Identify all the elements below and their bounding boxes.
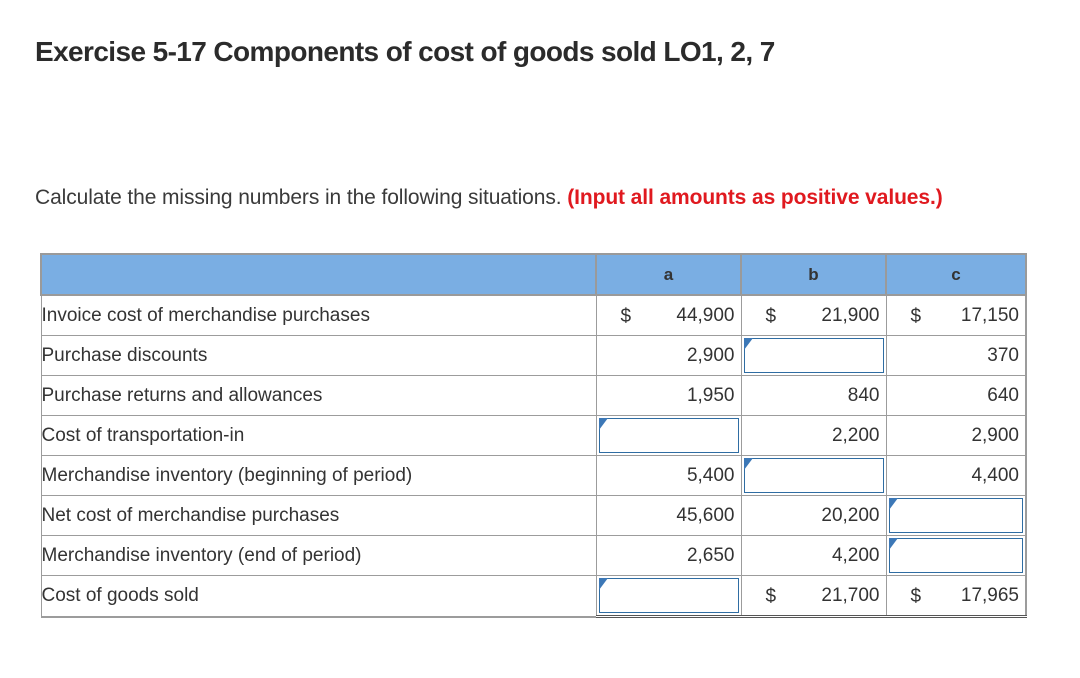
row-label: Cost of goods sold <box>40 575 597 618</box>
cell-value: 640 <box>987 385 1019 406</box>
cell-value: 2,900 <box>971 425 1019 446</box>
cell-a: $44,900 <box>596 295 742 336</box>
cell-value: 17,150 <box>960 305 1019 326</box>
input-marker-icon <box>743 338 753 350</box>
cell-b <box>741 455 887 496</box>
answer-input-b[interactable] <box>743 458 884 493</box>
cell-b: 4,200 <box>741 535 887 576</box>
cell-c: 4,400 <box>886 455 1027 496</box>
cell-value: 4,200 <box>831 545 880 566</box>
cell-b: 2,200 <box>741 415 887 456</box>
input-marker-icon <box>888 498 898 510</box>
cell-c: 2,900 <box>886 415 1027 456</box>
cell-c: 640 <box>886 375 1027 416</box>
table-row: Net cost of merchandise purchases 45,600 2… <box>40 495 1027 536</box>
table-body: Invoice cost of merchandise purchases $44… <box>40 295 1027 618</box>
header-blank <box>40 253 597 296</box>
column-header-c: c <box>885 253 1027 296</box>
cell-b <box>741 335 887 376</box>
instructions-text: Calculate the missing numbers in the fol… <box>35 186 562 209</box>
dollar-sign: $ <box>620 306 632 327</box>
cell-a: 5,400 <box>596 455 742 496</box>
cell-b: $21,700 <box>741 575 887 618</box>
row-label: Merchandise inventory (beginning of peri… <box>40 455 597 496</box>
table-row: Merchandise inventory (beginning of peri… <box>40 455 1027 496</box>
cell-value: 1,950 <box>686 385 735 406</box>
table-row: Cost of goods sold $21,700 $17,965 <box>40 575 1027 618</box>
answer-input-a[interactable] <box>598 418 739 453</box>
row-label: Merchandise inventory (end of period) <box>40 535 597 576</box>
instructions: Calculate the missing numbers in the fol… <box>35 186 943 210</box>
row-label: Cost of transportation-in <box>40 415 597 456</box>
cell-a: 2,650 <box>596 535 742 576</box>
cost-table: a b c Invoice cost of merchandise purcha… <box>40 253 1027 618</box>
cell-b: 20,200 <box>741 495 887 536</box>
input-marker-icon <box>888 538 898 550</box>
exercise-title: Exercise 5-17 Components of cost of good… <box>35 36 775 67</box>
cell-c: $17,965 <box>886 575 1027 618</box>
input-marker-icon <box>598 418 608 430</box>
dollar-sign: $ <box>910 306 922 327</box>
row-label: Purchase discounts <box>40 335 597 376</box>
answer-input-b[interactable] <box>743 338 884 373</box>
cell-a: 2,900 <box>596 335 742 376</box>
cell-value: 17,965 <box>960 585 1019 606</box>
table-row: Purchase discounts 2,900 370 <box>40 335 1027 376</box>
table-row: Invoice cost of merchandise purchases $44… <box>40 295 1027 336</box>
cell-value: 2,650 <box>686 545 735 566</box>
answer-input-c[interactable] <box>888 538 1023 573</box>
column-header-b: b <box>740 253 887 296</box>
dollar-sign: $ <box>910 586 922 607</box>
cell-value: 45,600 <box>676 505 735 526</box>
cell-b: $21,900 <box>741 295 887 336</box>
cell-value: 4,400 <box>971 465 1019 486</box>
cell-c <box>886 495 1027 536</box>
row-label: Net cost of merchandise purchases <box>40 495 597 536</box>
cell-value: 370 <box>987 345 1019 366</box>
cell-value: 20,200 <box>821 505 880 526</box>
cell-value: 2,200 <box>831 425 880 446</box>
cell-value: 2,900 <box>686 345 735 366</box>
table-row: Cost of transportation-in 2,200 2,900 <box>40 415 1027 456</box>
input-marker-icon <box>743 458 753 470</box>
cell-value: 840 <box>847 385 880 406</box>
table-row: Merchandise inventory (end of period) 2,6… <box>40 535 1027 576</box>
cell-c <box>886 535 1027 576</box>
cell-value: 5,400 <box>686 465 735 486</box>
row-label: Purchase returns and allowances <box>40 375 597 416</box>
dollar-sign: $ <box>765 586 777 607</box>
cell-b: 840 <box>741 375 887 416</box>
cell-a <box>596 415 742 456</box>
dollar-sign: $ <box>765 306 777 327</box>
column-header-a: a <box>595 253 742 296</box>
cell-a: 45,600 <box>596 495 742 536</box>
row-label: Invoice cost of merchandise purchases <box>40 295 597 336</box>
cell-value: 21,700 <box>821 585 880 606</box>
table-row: Purchase returns and allowances 1,950 840 6… <box>40 375 1027 416</box>
cell-value: 21,900 <box>821 305 880 326</box>
cell-value: 44,900 <box>676 305 735 326</box>
cell-a: 1,950 <box>596 375 742 416</box>
cell-c: 370 <box>886 335 1027 376</box>
answer-input-c[interactable] <box>888 498 1023 533</box>
answer-input-a[interactable] <box>598 578 739 613</box>
input-marker-icon <box>598 578 608 590</box>
instructions-note: (Input all amounts as positive values.) <box>567 186 943 209</box>
cell-a <box>596 575 742 618</box>
cell-c: $17,150 <box>886 295 1027 336</box>
header-row: a b c <box>40 253 1027 296</box>
